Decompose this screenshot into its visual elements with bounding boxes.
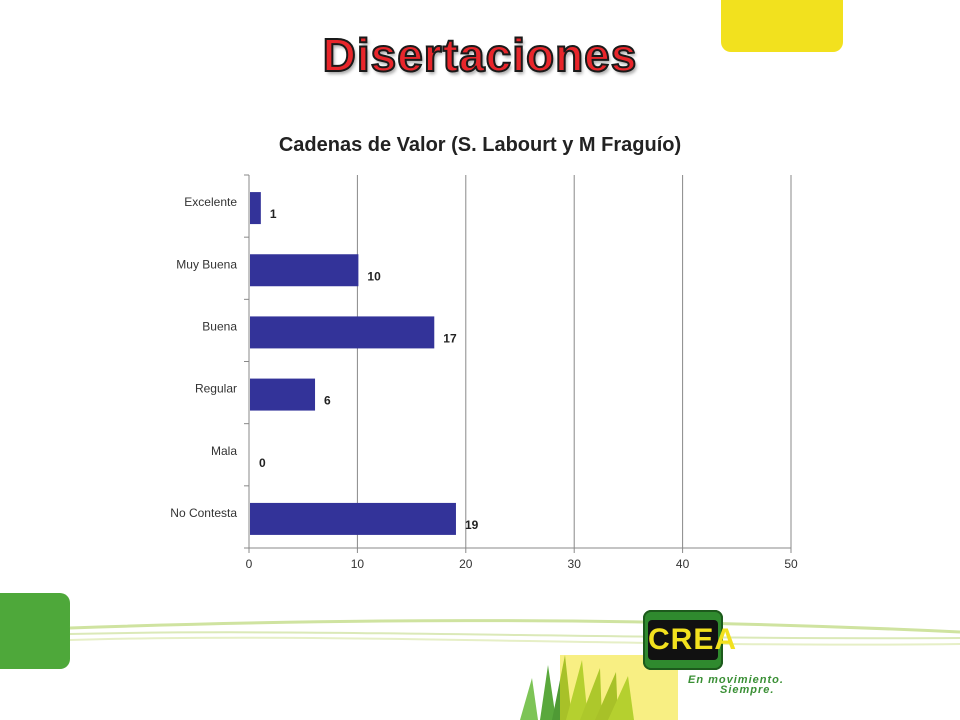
data-label: 6 [324,394,331,408]
chart-title: Cadenas de Valor (S. Labourt y M Fraguío… [278,134,682,156]
x-tick-label: 20 [459,557,473,571]
x-tick-label: 50 [784,557,798,571]
bar [250,192,261,225]
y-tick-label: Mala [211,444,237,458]
x-tick-label: 30 [568,557,582,571]
y-tick-label: Muy Buena [176,257,237,271]
data-label: 0 [259,456,266,470]
data-label: 10 [367,269,381,283]
x-tick-label: 0 [246,557,253,571]
yellow-decor-tab [721,0,843,52]
y-tick-label: Excelente [184,195,237,209]
y-tick-label: No Contesta [170,506,237,520]
data-label: 19 [465,518,479,532]
crea-logo-text: CREA [648,620,736,660]
tagline-line2: Siempre. [720,684,775,696]
crea-logo: CREA [643,610,736,670]
x-tick-label: 40 [676,557,690,571]
slide-title: Disertaciones [322,28,638,82]
tagline-line1: En movimiento. [688,674,784,686]
data-label: 1 [270,207,277,221]
bar [250,378,316,411]
bar [250,316,435,349]
y-tick-label: Regular [195,382,237,396]
bar [250,254,359,287]
bar [250,502,456,535]
y-tick-label: Buena [202,319,237,333]
green-decor-tab [0,593,70,669]
data-label: 17 [443,331,457,345]
x-tick-label: 10 [351,557,365,571]
